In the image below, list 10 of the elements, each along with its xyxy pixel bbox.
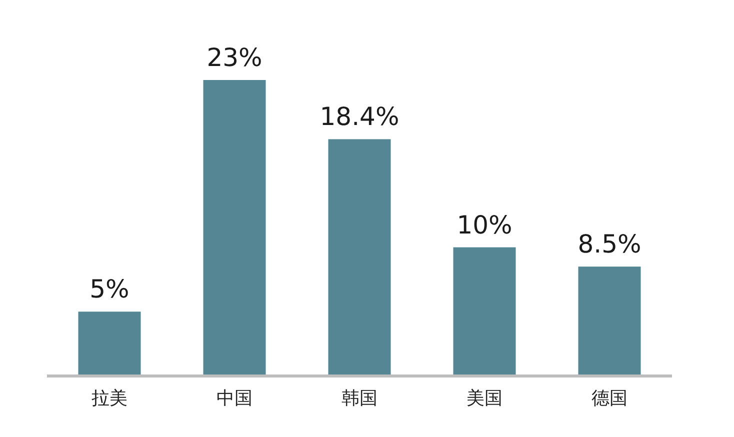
data-label: 18.4%: [320, 102, 400, 132]
data-label: 5%: [90, 274, 130, 304]
data-label: 8.5%: [578, 230, 642, 259]
x-tick-label: 中国: [216, 388, 252, 409]
x-tick-label: 德国: [592, 388, 628, 409]
x-tick-label: 拉美: [92, 388, 128, 409]
x-tick-label: 韩国: [342, 388, 378, 409]
data-label: 10%: [456, 210, 512, 240]
x-tick-label: 美国: [466, 388, 502, 409]
data-label: 23%: [206, 43, 262, 72]
